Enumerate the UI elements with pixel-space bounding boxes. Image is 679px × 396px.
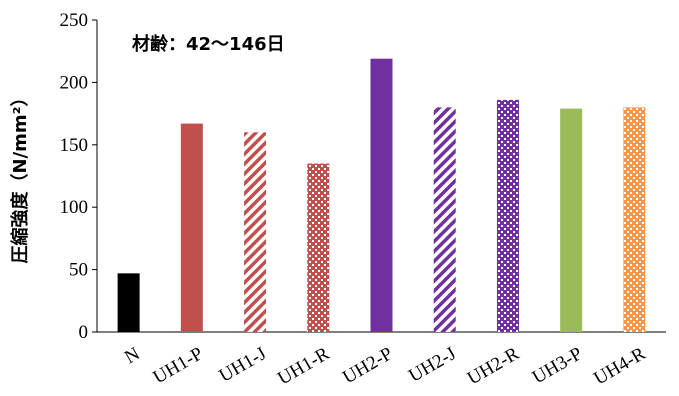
x-tick-label: UH4-R	[590, 343, 649, 389]
bar-n	[117, 273, 140, 332]
bar-uh2-p	[370, 58, 393, 333]
bar-uh2-r	[496, 99, 519, 332]
x-tick-label: UH2-P	[339, 343, 396, 388]
x-tick-label: N	[121, 343, 144, 368]
bar-uh1-p	[180, 123, 203, 332]
y-tick-label: 200	[60, 72, 89, 93]
bar-uh2-j	[433, 107, 456, 332]
bar-uh1-j	[244, 132, 267, 332]
y-axis-ticks: 0 50 100 150 200 250	[60, 10, 97, 343]
y-tick-label: 0	[79, 322, 89, 343]
y-tick-label: 50	[69, 260, 88, 281]
bar-uh4-r	[623, 107, 646, 332]
bar-uh1-r	[307, 163, 330, 332]
bar-series	[117, 58, 646, 333]
x-tick-label: UH2-J	[405, 343, 459, 387]
y-axis-label: 圧縮強度（N/mm²）	[9, 88, 31, 263]
x-tick-label: UH1-J	[216, 343, 270, 387]
x-tick-label: UH1-R	[274, 343, 333, 389]
bar-uh3-p	[560, 108, 583, 332]
chart-annotation: 材齢：42〜146日	[132, 33, 285, 55]
x-tick-label: UH1-P	[150, 343, 207, 388]
x-tick-label: UH2-R	[464, 343, 523, 389]
x-axis-ticks: N UH1-P UH1-J UH1-R UH2-P UH2-J UH2-R UH3-P UH4-…	[121, 343, 649, 389]
x-tick-label: UH3-P	[529, 343, 586, 388]
y-tick-label: 150	[60, 135, 89, 156]
y-tick-label: 250	[60, 10, 89, 31]
y-tick-label: 100	[60, 197, 89, 218]
